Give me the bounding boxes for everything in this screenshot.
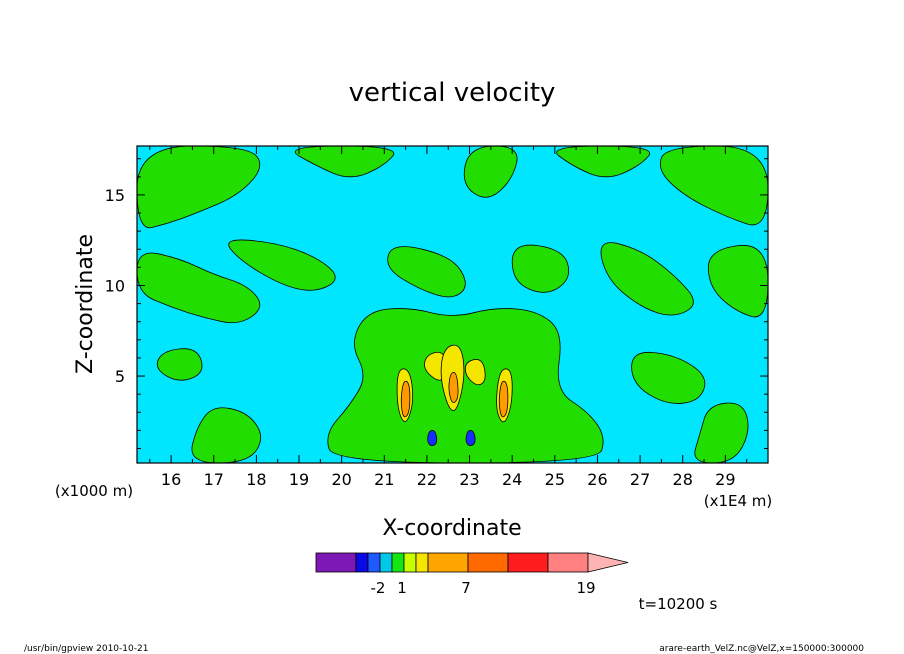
- orange-region-2: [448, 371, 459, 403]
- colorbar-swatch: [379, 552, 393, 573]
- green-region-12: [707, 244, 768, 318]
- colorbar-swatch: [507, 552, 549, 573]
- green-region-2: [228, 239, 336, 291]
- green-region-7: [511, 244, 570, 293]
- x-tick-label: 16: [161, 470, 181, 489]
- colorbar-tick-label: 19: [576, 579, 595, 597]
- x-tick-label: 22: [417, 470, 437, 489]
- colorbar-swatch: [391, 552, 405, 573]
- colorbar-tick-label: 1: [397, 579, 407, 597]
- x-tick-label: 20: [331, 470, 351, 489]
- colorbar: [315, 552, 629, 573]
- chart-title: vertical velocity: [349, 78, 556, 108]
- colorbar-swatch: [467, 552, 509, 573]
- x-axis-ticks: 16 17 18 19 20 21 22 23 24 25 26 27 28 29: [149, 146, 748, 489]
- x-axis-label: X-coordinate: [382, 516, 521, 541]
- x-tick-label: 26: [587, 470, 607, 489]
- green-region-4: [327, 308, 604, 463]
- x-tick-label: 18: [246, 470, 266, 489]
- green-contours: [137, 146, 768, 463]
- x-tick-label: 23: [459, 470, 479, 489]
- blue-contours: [427, 429, 476, 447]
- x-unit-label: (x1E4 m): [704, 492, 773, 510]
- colorbar-swatch: [315, 552, 357, 573]
- plot-area: [137, 146, 768, 463]
- colorbar-swatch: [367, 552, 381, 573]
- yellow-region-2: [464, 359, 486, 386]
- x-tick-label: 28: [673, 470, 693, 489]
- x-tick-label: 21: [374, 470, 394, 489]
- x-tick-label: 27: [630, 470, 650, 489]
- orange-region-1: [498, 380, 509, 418]
- blue-region-1: [465, 429, 476, 447]
- y-tick-label: 10: [105, 276, 125, 295]
- plot-frame: [136, 145, 769, 464]
- blue-region-0: [427, 429, 438, 447]
- green-region-14: [191, 407, 262, 463]
- green-region-5: [387, 246, 466, 298]
- x-tick-label: 25: [545, 470, 565, 489]
- colorbar-swatch: [547, 552, 589, 573]
- footer-left: /usr/bin/gpview 2010-10-21: [24, 644, 148, 654]
- y-tick-label: 5: [115, 367, 125, 386]
- green-region-9: [600, 242, 694, 316]
- green-region-15: [694, 402, 749, 463]
- colorbar-swatch: [355, 552, 369, 573]
- colorbar-tick-label: -2: [371, 579, 386, 597]
- y-tick-label: 15: [105, 186, 125, 205]
- y-axis-label: Z-coordinate: [73, 234, 98, 374]
- colorbar-labels: -2 1 7 19: [371, 579, 596, 597]
- colorbar-swatch: [415, 552, 429, 573]
- x-tick-label: 19: [289, 470, 309, 489]
- colorbar-swatch: [403, 552, 417, 573]
- footer-right: arare-earth_VelZ.nc@VelZ,x=150000:300000: [659, 644, 864, 654]
- orange-contours: [400, 371, 509, 418]
- green-region-1: [137, 252, 261, 324]
- time-label: t=10200 s: [639, 595, 718, 613]
- orange-region-0: [400, 380, 411, 418]
- colorbar-arrow: [587, 552, 629, 573]
- x-tick-label: 29: [715, 470, 735, 489]
- colorbar-swatch: [427, 552, 469, 573]
- x-tick-label: 17: [204, 470, 224, 489]
- y-unit-label: (x1000 m): [55, 482, 133, 500]
- y-axis-ticks: 5 10 15: [105, 158, 768, 450]
- x-tick-label: 24: [502, 470, 522, 489]
- green-region-13: [156, 348, 203, 381]
- green-region-11: [631, 351, 706, 404]
- colorbar-tick-label: 7: [461, 579, 471, 597]
